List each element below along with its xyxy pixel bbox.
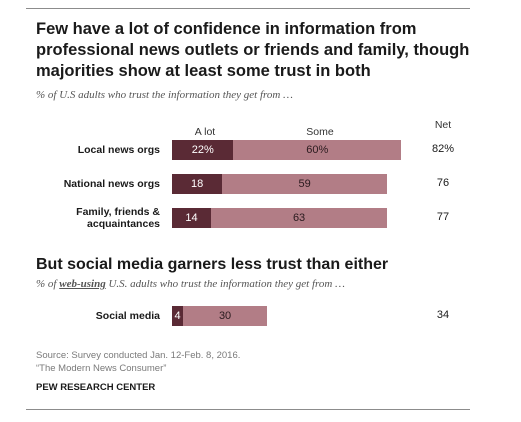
bar-alot-local-news-orgs: [172, 140, 234, 160]
bar-label-some-family-friends-acquaintances: 63: [292, 212, 306, 224]
chart-subtitle: % of U.S adults who trust the informatio…: [36, 89, 293, 101]
bar-label-some-local-news-orgs: 60%: [306, 144, 329, 156]
row-label-line: National news orgs: [63, 178, 160, 190]
net-value-social-media: 34: [436, 309, 450, 321]
row-label-social-media: Social media: [20, 310, 160, 322]
bar-label-alot-family-friends-acquaintances: 14: [185, 212, 198, 224]
section-title-social-media: But social media garners less trust than…: [36, 256, 389, 273]
row-label-line: Family, friends &: [76, 206, 160, 218]
bar-label-some-social-media: 30: [218, 310, 232, 322]
report-name: “The Modern News Consumer”: [36, 363, 167, 374]
column-header-net: Net: [434, 119, 452, 131]
net-value-local-news-orgs: 82%: [431, 143, 455, 155]
source-line: Source: Survey conducted Jan. 12-Feb. 8,…: [36, 350, 241, 361]
column-header-some: Some: [306, 126, 334, 138]
row-label-line: Social media: [95, 310, 160, 322]
chart-title: Few have a lot of confidence in informat…: [36, 20, 470, 80]
bar-label-alot-local-news-orgs: 22%: [191, 144, 214, 156]
figure-frame: [26, 8, 470, 410]
bar-some-social-media: [183, 306, 267, 326]
row-label-line: acquaintances: [87, 218, 160, 230]
subtitle-highlight-web-using: web-using: [59, 278, 106, 290]
row-label-local-news-orgs: Local news orgs: [20, 144, 160, 156]
organization-credit: PEW RESEARCH CENTER: [36, 382, 156, 393]
bar-alot-family-friends-acquaintances: [172, 208, 212, 228]
bar-some-family-friends-acquaintances: [211, 208, 388, 228]
bar-label-some-national-news-orgs: 59: [298, 178, 311, 190]
net-value-family-friends-acquaintances: 77: [436, 211, 450, 223]
bar-some-local-news-orgs: [233, 140, 402, 160]
row-label-family-friends-acquaintances: Family, friends & acquaintances: [20, 206, 160, 230]
bar-alot-social-media: [172, 306, 184, 326]
subtitle-suffix: U.S. adults who trust the information th…: [105, 278, 345, 290]
row-label-line: Local news orgs: [77, 144, 160, 156]
subtitle-prefix: % of: [36, 278, 60, 290]
section-subtitle-social-media: % of web-using U.S. adults who trust the…: [36, 278, 345, 290]
bar-alot-national-news-orgs: [172, 174, 223, 194]
column-header-a-lot: A lot: [194, 126, 216, 138]
row-label-national-news-orgs: National news orgs: [20, 178, 160, 190]
net-value-national-news-orgs: 76: [436, 177, 450, 189]
bar-label-alot-social-media: 4: [174, 310, 181, 322]
bar-label-alot-national-news-orgs: 18: [191, 178, 204, 190]
bar-some-national-news-orgs: [222, 174, 388, 194]
